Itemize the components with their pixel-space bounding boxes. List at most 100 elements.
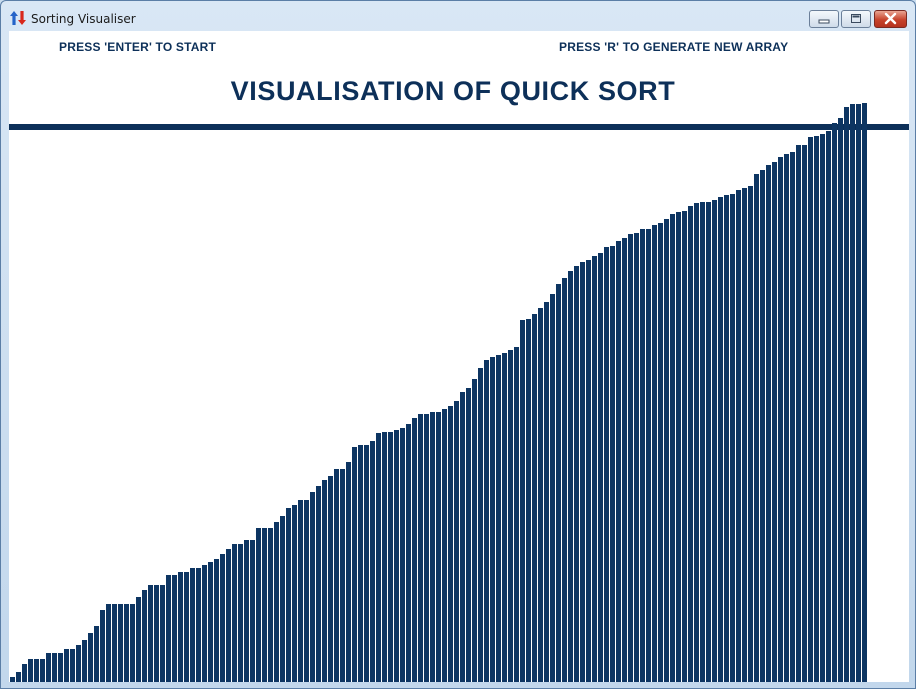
array-bar — [574, 266, 579, 682]
close-icon — [884, 12, 897, 25]
array-bar — [310, 492, 315, 682]
array-bar — [274, 522, 279, 682]
array-bar — [130, 604, 135, 682]
array-bar — [94, 626, 99, 682]
array-bar — [364, 445, 369, 682]
array-bar — [82, 640, 87, 682]
array-bar — [394, 430, 399, 682]
array-bar — [796, 145, 801, 682]
array-bar — [514, 347, 519, 682]
array-bar — [418, 414, 423, 682]
array-bar — [712, 200, 717, 682]
array-bar — [850, 104, 855, 682]
array-bar — [118, 604, 123, 682]
bar-chart — [9, 31, 909, 682]
array-bar — [754, 174, 759, 682]
array-bar — [448, 406, 453, 682]
array-bar — [616, 241, 621, 682]
maximize-button[interactable] — [841, 10, 871, 28]
array-bar — [568, 271, 573, 682]
array-bar — [808, 137, 813, 682]
array-bar — [724, 195, 729, 682]
array-bar — [604, 247, 609, 682]
array-bar — [664, 219, 669, 682]
array-bar — [460, 392, 465, 682]
header-divider — [9, 124, 909, 130]
array-bar — [634, 233, 639, 682]
array-bar — [328, 476, 333, 682]
array-bar — [406, 424, 411, 682]
array-bar — [112, 604, 117, 682]
array-bar — [580, 262, 585, 682]
array-bar — [256, 528, 261, 682]
array-bar — [298, 500, 303, 682]
array-bar — [466, 388, 471, 682]
array-bar — [538, 308, 543, 682]
array-bar — [442, 409, 447, 682]
array-bar — [76, 645, 81, 682]
array-bar — [700, 202, 705, 682]
array-bar — [520, 320, 525, 682]
array-bar — [838, 118, 843, 682]
array-bar — [46, 653, 51, 682]
array-bar — [196, 568, 201, 682]
array-bar — [106, 604, 111, 682]
array-bar — [376, 433, 381, 682]
array-bar — [550, 294, 555, 682]
array-bar — [334, 469, 339, 682]
array-bar — [358, 445, 363, 682]
array-bar — [502, 353, 507, 682]
array-bar — [790, 152, 795, 682]
array-bar — [826, 131, 831, 682]
array-bar — [832, 123, 837, 682]
array-bar — [40, 659, 45, 682]
minimize-icon — [818, 19, 830, 24]
array-bar — [544, 302, 549, 682]
array-bar — [730, 194, 735, 682]
array-bar — [592, 256, 597, 682]
array-bar — [676, 212, 681, 682]
array-bar — [268, 528, 273, 682]
array-bar — [142, 590, 147, 682]
close-button[interactable] — [874, 10, 907, 28]
array-bar — [682, 211, 687, 682]
array-bar — [562, 278, 567, 682]
array-bar — [16, 672, 21, 682]
array-bar — [556, 284, 561, 682]
array-bar — [262, 528, 267, 682]
array-bar — [856, 104, 861, 682]
array-bar — [778, 157, 783, 682]
array-bar — [10, 677, 15, 682]
array-bar — [718, 197, 723, 682]
array-bar — [652, 225, 657, 682]
array-bar — [628, 234, 633, 682]
array-bar — [340, 469, 345, 682]
array-bar — [670, 214, 675, 682]
array-bar — [166, 575, 171, 682]
array-bar — [280, 516, 285, 682]
array-bar — [622, 238, 627, 682]
array-bar — [388, 432, 393, 682]
array-bar — [52, 653, 57, 682]
page-title: VISUALISATION OF QUICK SORT — [230, 76, 676, 106]
array-bar — [496, 355, 501, 682]
array-bar — [454, 401, 459, 682]
array-bar — [208, 562, 213, 682]
array-bar — [178, 572, 183, 682]
array-bar — [412, 418, 417, 682]
array-bar — [508, 350, 513, 682]
array-bar — [160, 585, 165, 682]
maximize-icon — [851, 14, 861, 23]
minimize-button[interactable] — [809, 10, 839, 28]
array-bar — [610, 246, 615, 682]
array-bar — [526, 319, 531, 682]
array-bar — [58, 653, 63, 682]
array-bar — [706, 202, 711, 682]
array-bar — [190, 568, 195, 682]
array-bar — [226, 549, 231, 682]
array-bar — [760, 170, 765, 682]
array-bar — [148, 585, 153, 682]
array-bar — [490, 357, 495, 682]
title-bar[interactable]: Sorting Visualiser — [1, 1, 915, 31]
